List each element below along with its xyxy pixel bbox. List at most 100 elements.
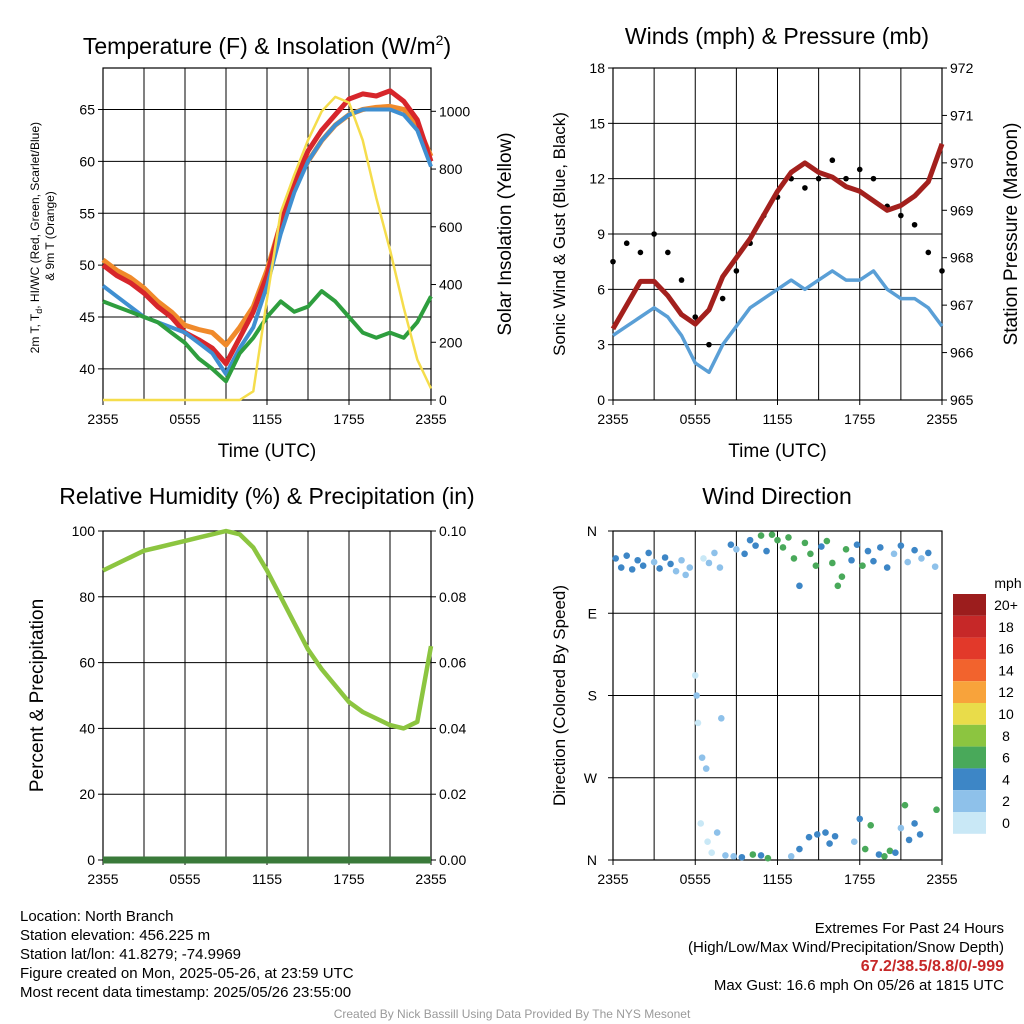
direction-point: [886, 847, 894, 855]
legend-title: mph: [994, 575, 1021, 591]
direction-point: [883, 564, 891, 571]
direction-point: [848, 556, 855, 564]
legend-label: 2: [1002, 793, 1010, 809]
direction-point: [897, 824, 905, 832]
humidity-y-label: Percent & Precipitation: [27, 599, 48, 792]
direction-point: [741, 550, 748, 558]
series-pressure: [610, 143, 945, 331]
direction-point: [700, 555, 707, 562]
temperature-y-label: 2m T, Td, HI/WC (Red, Green, Scarlet/Blu…: [28, 119, 57, 354]
winds-ytick-label: 12: [589, 171, 605, 187]
winds-right-ytick-label: 970: [950, 155, 974, 171]
winds-right-ytick-label: 971: [950, 107, 974, 123]
gust-point: [706, 341, 712, 348]
winds-right-ytick-label: 967: [950, 297, 974, 313]
legend-swatch: [953, 790, 986, 812]
direction-point: [693, 692, 700, 699]
direction-point: [807, 550, 814, 558]
gust-point: [856, 166, 863, 173]
figure-created: Figure created on Mon, 2025-05-26, at 23…: [20, 965, 354, 982]
direction-point: [801, 539, 809, 547]
humidity-xtick-label: 1155: [252, 871, 282, 887]
credit-line: Created By Nick Bassill Using Data Provi…: [333, 1007, 691, 1021]
winds-y2-label: Station Pressure (Maroon): [1001, 123, 1022, 346]
gust-point: [678, 277, 685, 283]
gust-point: [623, 240, 630, 247]
temperature-xtick-label: 1155: [252, 411, 282, 427]
direction-point: [717, 715, 725, 722]
humidity-ytick-label: 100: [72, 523, 96, 539]
direction-point: [829, 559, 836, 567]
direction-point: [749, 851, 757, 858]
humidity-xtick-label: 2355: [87, 871, 118, 887]
direction-point: [877, 544, 884, 551]
station-latlon: Station lat/lon: 41.8279; -74.9969: [20, 946, 242, 963]
legend-swatch: [953, 594, 986, 616]
extremes-values: 67.2/38.5/8.8/0/-999: [860, 958, 1004, 975]
humidity-ytick-label: 80: [79, 589, 95, 605]
direction-point: [856, 815, 864, 823]
series-temp: [101, 88, 434, 367]
legend-swatch: [953, 681, 986, 703]
direction-point: [931, 563, 939, 570]
direction-point: [864, 547, 872, 555]
legend-swatch: [953, 615, 986, 638]
direction-title: Wind Direction: [702, 483, 852, 509]
direction-point: [853, 541, 861, 549]
direction-point: [656, 565, 663, 572]
temperature-ytick-label: 50: [79, 257, 95, 273]
direction-point: [911, 820, 918, 827]
humidity-right-ytick-label: 0.04: [439, 720, 466, 736]
gust-point: [843, 175, 849, 182]
winds-xtick-label: 0555: [680, 411, 711, 427]
direction-point: [911, 546, 918, 554]
legend-label: 20+: [994, 597, 1018, 613]
direction-point: [686, 564, 694, 571]
direction-point: [764, 854, 772, 862]
direction-point: [805, 833, 813, 841]
station-location: Location: North Branch: [20, 908, 174, 925]
legend-label: 14: [998, 662, 1014, 678]
direction-point: [867, 821, 875, 829]
temperature-right-ytick-label: 0: [439, 392, 447, 408]
direction-point: [796, 845, 803, 853]
direction-point: [850, 838, 858, 846]
winds-ytick-label: 3: [597, 337, 605, 353]
direction-point: [702, 765, 710, 772]
direction-point: [834, 582, 842, 590]
station-elevation: Station elevation: 456.225 m: [20, 927, 211, 944]
direction-point: [790, 555, 798, 562]
humidity-panel: Relative Humidity (%) & Precipitation (i…: [27, 483, 475, 887]
direction-point: [787, 853, 795, 860]
gust-point: [719, 295, 726, 302]
direction-point: [785, 534, 792, 541]
direction-xtick-label: 2355: [597, 871, 628, 887]
direction-point: [812, 562, 820, 570]
humidity-right-ytick-label: 0.00: [439, 852, 466, 868]
direction-point: [650, 558, 658, 566]
humidity-title: Relative Humidity (%) & Precipitation (i…: [59, 483, 474, 509]
humidity-right-ytick-label: 0.10: [439, 523, 466, 539]
direction-point: [617, 564, 625, 571]
series-solar: [103, 95, 433, 402]
direction-point: [924, 549, 932, 557]
direction-point: [682, 571, 689, 579]
gust-point: [870, 175, 877, 182]
temperature-x-label: Time (UTC): [218, 441, 317, 462]
extremes-info: Extremes For Past 24 Hours (High/Low/Max…: [688, 919, 1004, 995]
legend-swatch: [953, 703, 986, 725]
temperature-ytick-label: 45: [79, 309, 95, 325]
direction-point: [918, 555, 925, 562]
gust-point: [925, 249, 932, 256]
temperature-right-ytick-label: 600: [439, 219, 463, 235]
direction-xtick-label: 2355: [926, 871, 957, 887]
temperature-right-ytick-label: 1000: [439, 103, 470, 119]
direction-ytick-label: N: [587, 523, 597, 539]
humidity-xtick-label: 1755: [333, 871, 364, 887]
recent-timestamp: Most recent data timestamp: 2025/05/26 2…: [20, 984, 352, 1001]
direction-point: [822, 829, 829, 836]
temperature-xtick-label: 2355: [415, 411, 446, 427]
direction-point: [779, 544, 787, 551]
legend-label: 18: [998, 619, 1014, 635]
